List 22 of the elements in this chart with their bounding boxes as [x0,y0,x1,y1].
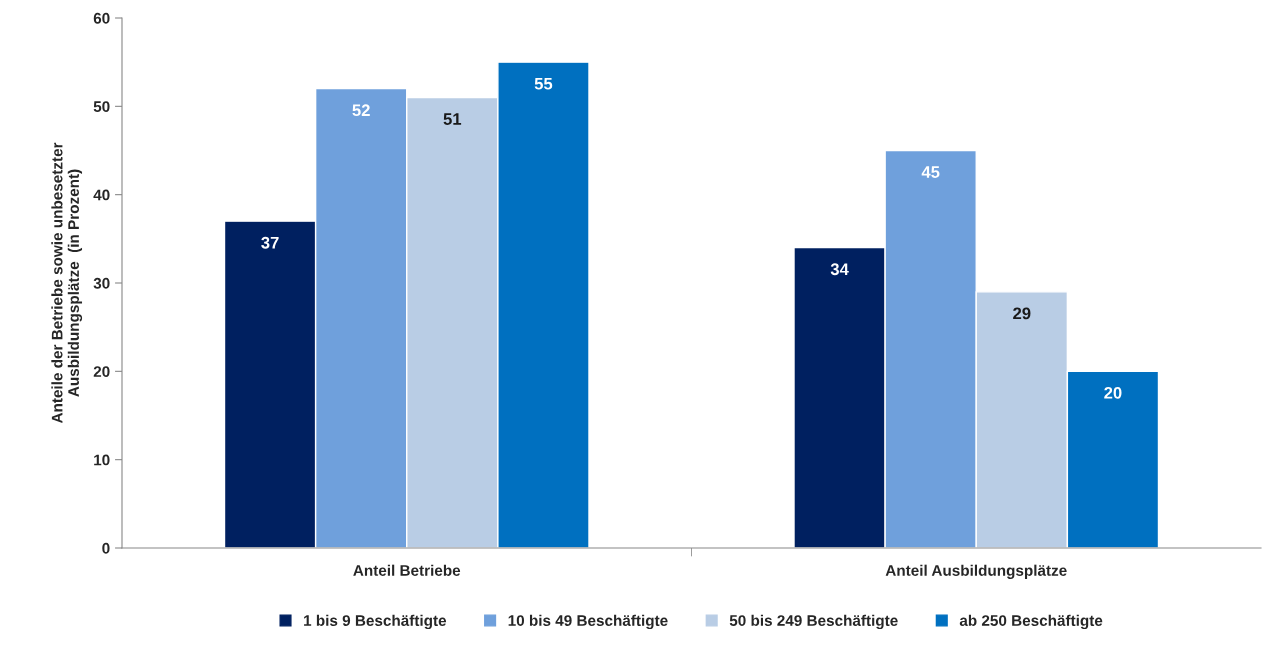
y-tick-label: 60 [93,12,110,24]
y-tick-label: 20 [93,366,110,378]
data-label: 34 [830,263,849,276]
y-axis-title: Anteile der Betriebe sowie unbesetzter Ausbildungsplätze (in Prozent) [51,142,83,424]
legend-label: ab 250 Beschäftigte [959,614,1103,630]
y-tick-label: 30 [93,277,110,289]
legend-label: 1 bis 9 Beschäftigte [304,614,447,630]
y-tick-label: 0 [102,542,110,554]
data-label: 52 [352,104,370,117]
data-label: 51 [443,113,462,125]
data-label: 45 [921,166,940,178]
x-tick-label: Anteil Betriebe [353,564,461,576]
y-tick-label: 10 [94,454,110,466]
y-tick-label: 50 [93,101,110,113]
x-tick-label: Anteil Ausbildungsplätze [885,564,1067,579]
data-label: 20 [1104,386,1122,399]
legend-label: 50 bis 249 Beschäftigte [729,614,898,630]
y-tick-label: 40 [93,189,110,201]
data-label: 37 [261,236,279,249]
legend-label: 10 bis 49 Beschäftigte [508,614,668,630]
data-label: 55 [534,77,553,90]
data-label: 29 [1013,307,1031,320]
